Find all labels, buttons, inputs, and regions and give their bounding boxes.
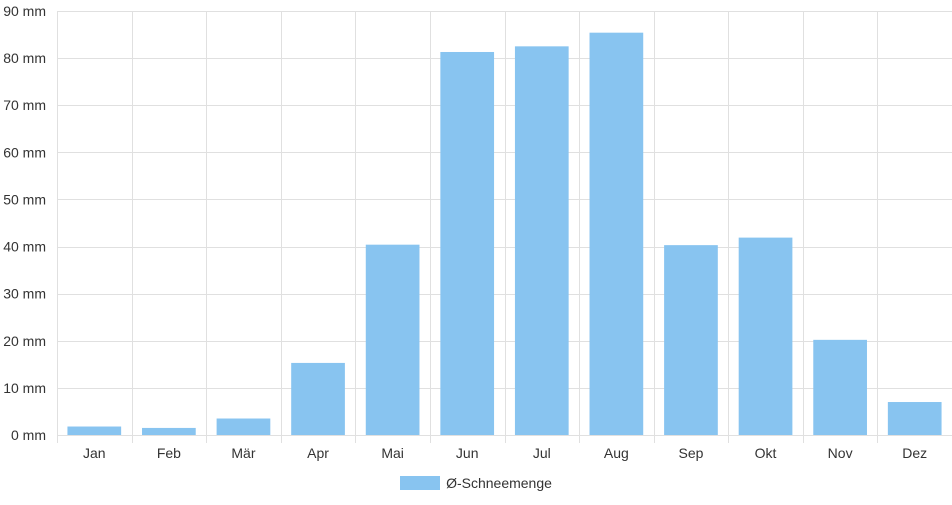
x-tick-label: Sep — [678, 445, 703, 461]
y-tick-label: 90 mm — [3, 3, 46, 19]
bar-jun[interactable] — [440, 51, 495, 436]
legend-label-schneemenge[interactable]: Ø-Schneemenge — [446, 475, 552, 491]
y-tick-label: 40 mm — [3, 239, 46, 255]
legend[interactable]: Ø-Schneemenge — [0, 471, 952, 495]
y-tick-label: 50 mm — [3, 191, 46, 207]
bar-nov[interactable] — [813, 339, 867, 435]
x-tick-label: Aug — [604, 445, 629, 461]
y-tick-label: 70 mm — [3, 97, 46, 113]
x-axis-tick-labels: Jan Feb Mär Apr Mai Jun Jul Aug Sep Okt Nov Dez — [83, 445, 927, 461]
bar-dez[interactable] — [887, 402, 942, 435]
x-tick-label: Mai — [381, 445, 404, 461]
bar-jan[interactable] — [67, 426, 122, 435]
bar-apr[interactable] — [291, 362, 345, 435]
x-tick-label: Mär — [231, 445, 255, 461]
y-tick-label: 0 mm — [11, 427, 46, 443]
bar-sep[interactable] — [664, 245, 718, 435]
y-tick-label: 20 mm — [3, 333, 46, 349]
x-tick-label: Dez — [902, 445, 927, 461]
y-axis-tick-labels: 0 mm 10 mm 20 mm 30 mm 40 mm 50 mm 60 mm 70 mm 8… — [3, 3, 46, 443]
grid-lines — [57, 11, 952, 443]
x-tick-label: Feb — [157, 445, 181, 461]
x-tick-label: Apr — [307, 445, 329, 461]
y-tick-label: 80 mm — [3, 50, 46, 66]
x-tick-label: Nov — [828, 445, 853, 461]
x-tick-label: Jan — [83, 445, 106, 461]
legend-swatch[interactable] — [400, 476, 441, 490]
x-tick-label: Okt — [755, 445, 777, 461]
y-tick-label: 30 mm — [3, 286, 46, 302]
bar-mai[interactable] — [365, 244, 420, 435]
bar-feb[interactable] — [142, 427, 196, 435]
bar-mär[interactable] — [216, 418, 271, 435]
bar-okt[interactable] — [738, 237, 793, 435]
bar-jul[interactable] — [514, 46, 569, 435]
bars — [67, 32, 942, 436]
x-tick-label: Jul — [533, 445, 551, 461]
bar-aug[interactable] — [589, 32, 644, 435]
y-tick-label: 60 mm — [3, 144, 46, 160]
x-tick-label: Jun — [456, 445, 479, 461]
y-tick-label: 10 mm — [3, 380, 46, 396]
